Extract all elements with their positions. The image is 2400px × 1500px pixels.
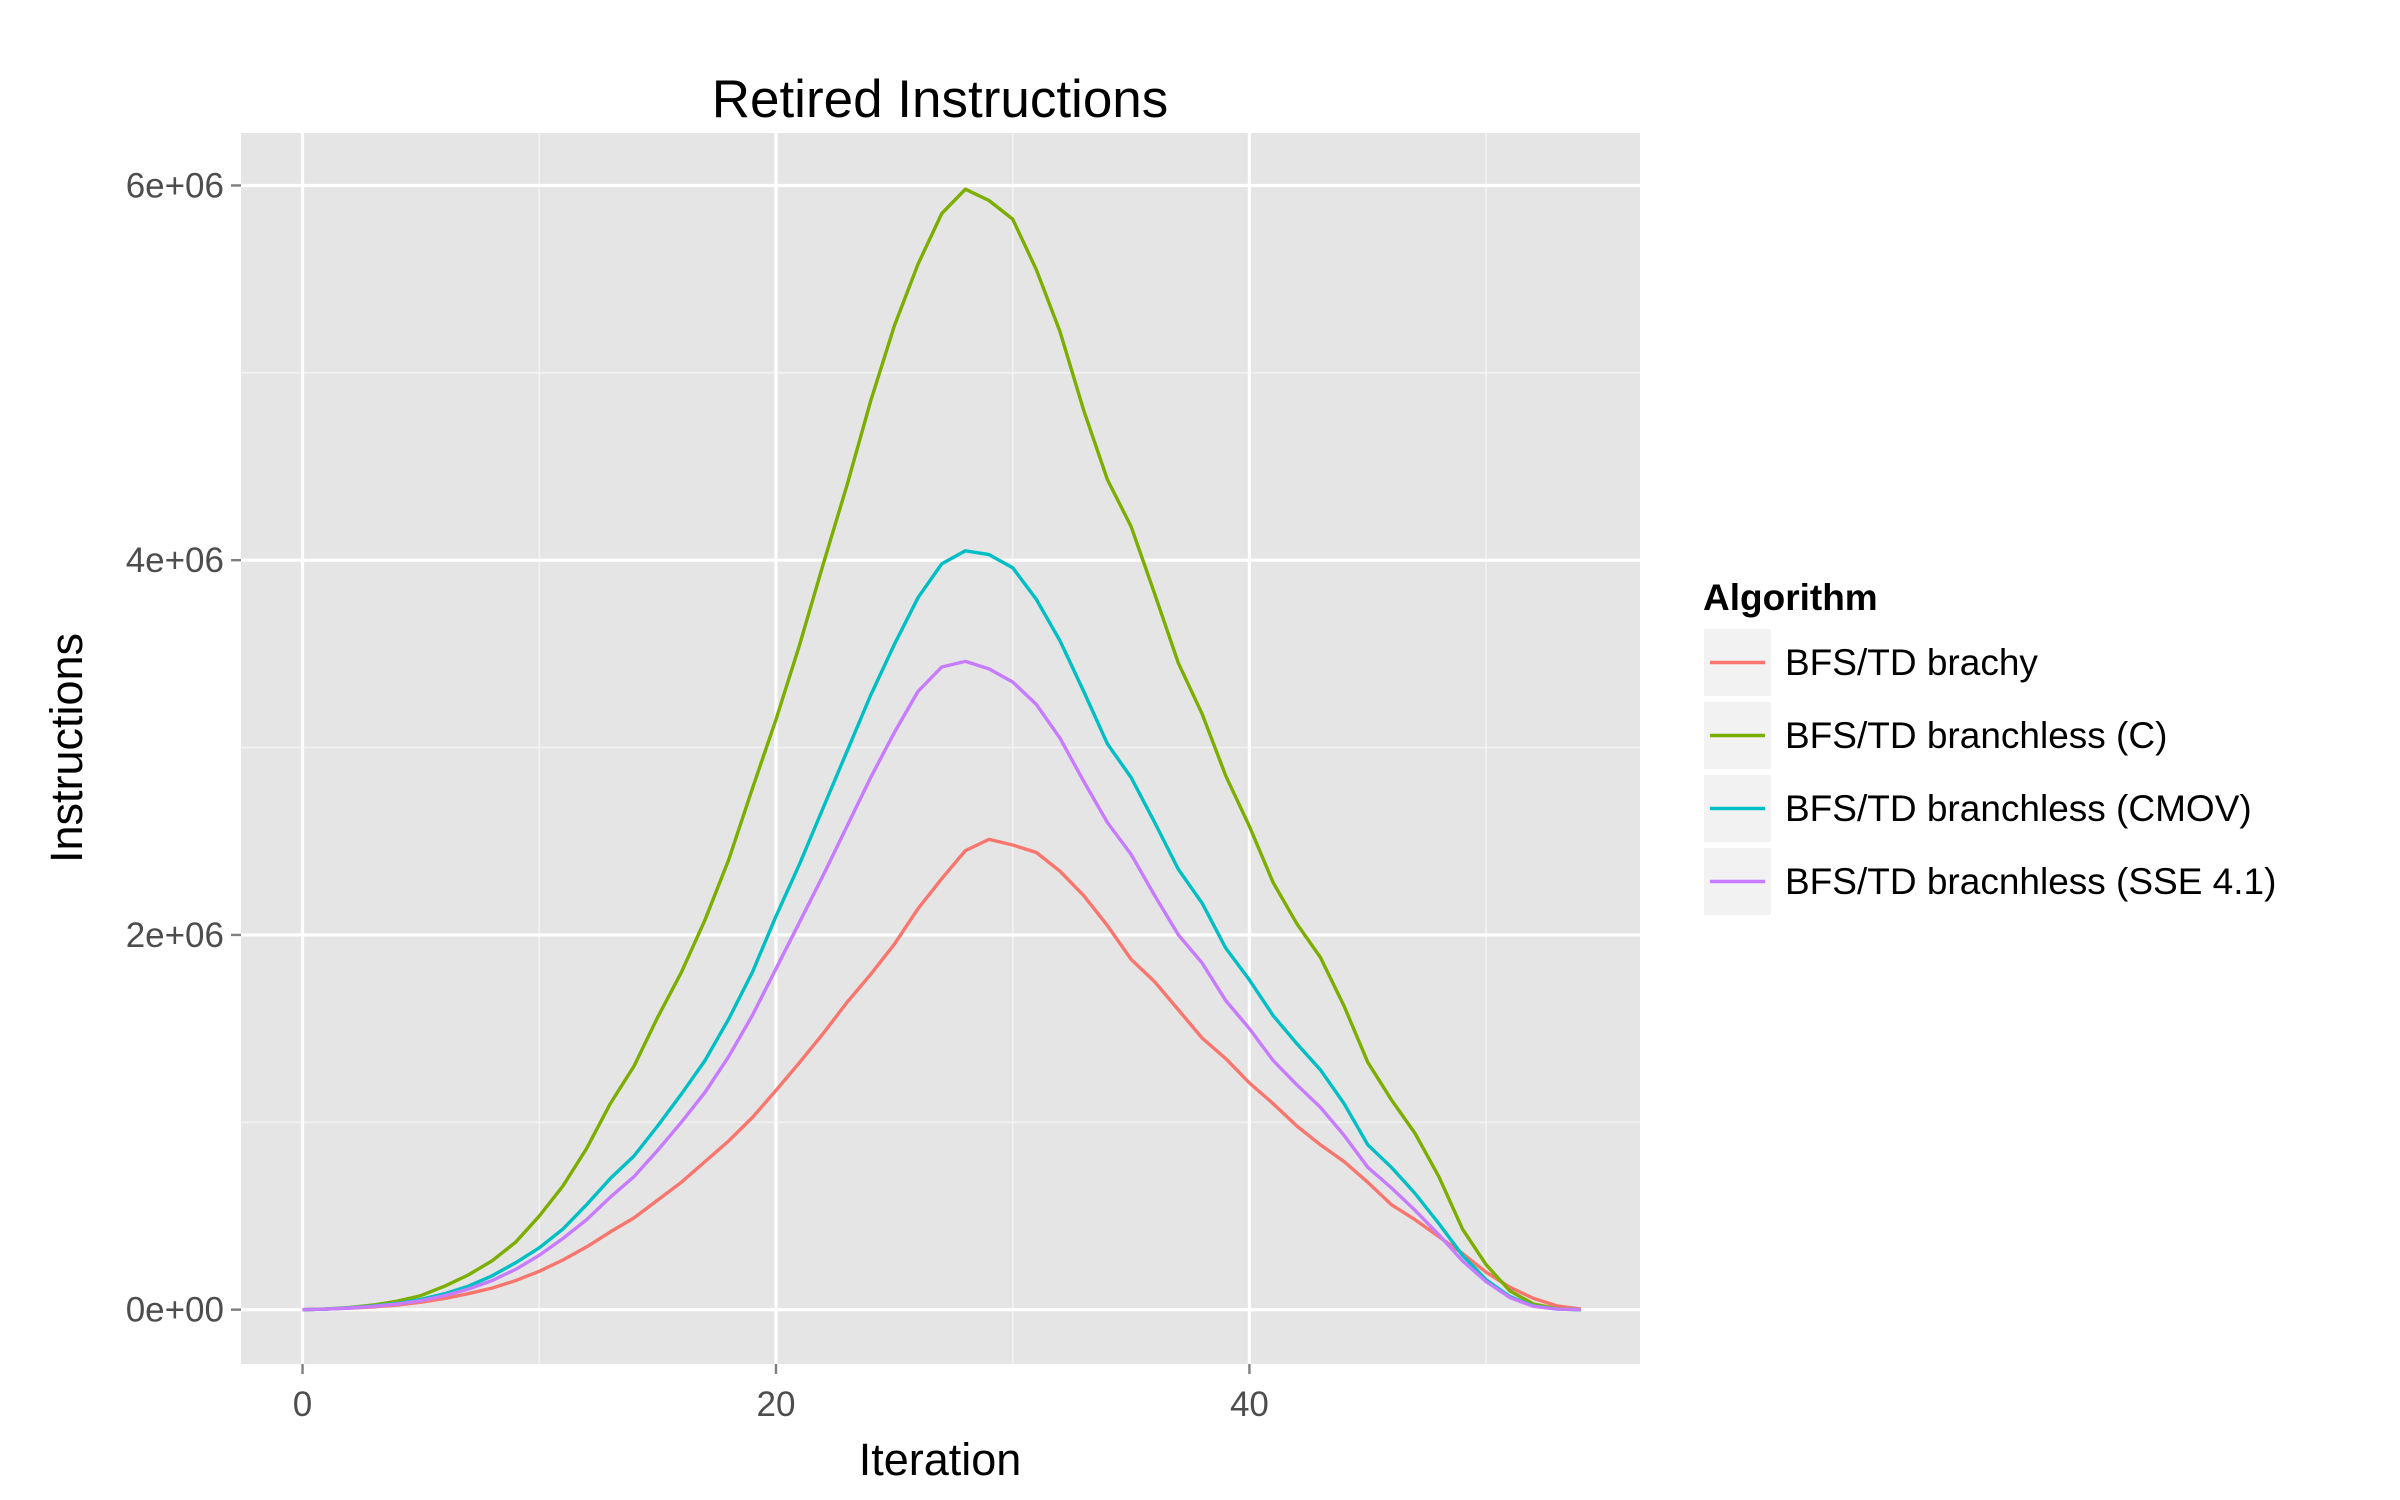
legend-label: BFS/TD branchless (C) [1785,715,2167,756]
x-axis-title: Iteration [859,1434,1022,1485]
legend: Algorithm BFS/TD brachy BFS/TD branchless… [1702,577,2276,917]
legend-label: BFS/TD brachy [1785,642,2038,683]
series-lines [302,187,1582,1312]
legend-title: Algorithm [1703,577,1878,618]
legend-item: BFS/TD brachy [1702,627,2038,698]
series-line [302,837,1582,1312]
y-tick-label: 6e+06 [126,166,224,205]
legend-label: BFS/TD branchless (CMOV) [1785,788,2252,829]
legend-item: BFS/TD bracnhless (SSE 4.1) [1702,846,2276,917]
series-line [302,659,1581,1312]
y-tick-label: 2e+06 [126,916,224,955]
minor-gridlines [241,133,1640,1364]
y-tick-labels: 0e+00 2e+06 4e+06 6e+06 [126,166,224,1329]
x-tick-labels: 0 20 40 [293,1385,1269,1424]
legend-item: BFS/TD branchless (CMOV) [1702,773,2252,844]
y-axis-title: Instructions [41,633,92,863]
y-tick-label: 0e+00 [126,1291,224,1330]
x-tick-label: 20 [757,1385,796,1424]
plot-panel [241,133,1640,1364]
legend-item: BFS/TD branchless (C) [1702,700,2167,771]
major-gridlines [241,133,1640,1364]
axis-ticks [231,184,1251,1374]
x-tick-label: 40 [1230,1385,1269,1424]
y-tick-label: 4e+06 [126,541,224,580]
legend-label: BFS/TD bracnhless (SSE 4.1) [1785,861,2276,902]
chart-title: Retired Instructions [712,70,1169,129]
series-line [302,187,1581,1312]
x-tick-label: 0 [293,1385,312,1424]
series-line [302,549,1581,1312]
